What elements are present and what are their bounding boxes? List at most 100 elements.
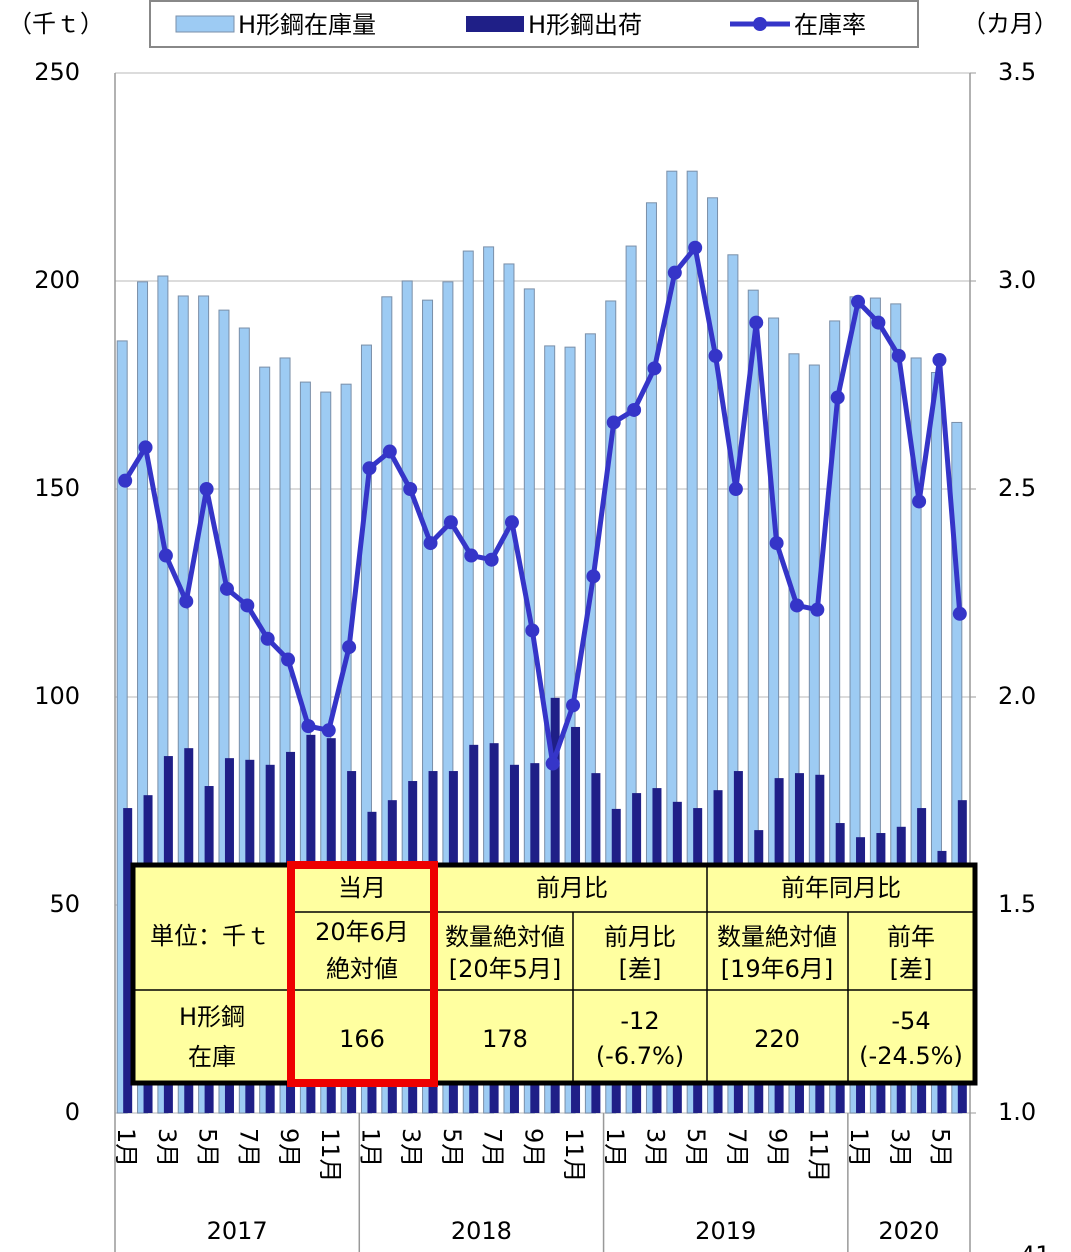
line-marker [912, 494, 927, 509]
bar [238, 327, 250, 1114]
bar [401, 280, 413, 1114]
group-label: 2019 [695, 1217, 756, 1245]
y-tick-label: 200 [34, 266, 80, 294]
y-tick-label: 250 [34, 58, 80, 86]
table-cell: 単位：千ｔ [150, 922, 270, 950]
table-cell: (-24.5%) [859, 1042, 963, 1070]
line-marker [952, 606, 967, 621]
table-cell: [19年6月] [721, 955, 834, 983]
line-marker [301, 719, 316, 734]
legend-swatch [466, 16, 524, 32]
bar [645, 202, 657, 1114]
table-cell: 166 [339, 1025, 385, 1053]
y-tick-label: 150 [34, 474, 80, 502]
x-tick-label: 1月 [601, 1128, 629, 1167]
table-cell: (-6.7%) [596, 1042, 684, 1070]
line-marker [118, 473, 133, 488]
x-tick-label: 11月 [316, 1128, 344, 1183]
line-marker [281, 652, 296, 667]
y2-tick-label: 3.5 [998, 58, 1036, 86]
legend-label: H形鋼在庫量 [238, 11, 376, 39]
table-cell: 178 [482, 1025, 528, 1053]
bar [768, 317, 780, 1114]
bar [422, 299, 434, 1114]
bar [360, 344, 372, 1114]
table-cell: [20年5月] [449, 955, 562, 983]
bar [890, 303, 902, 1114]
line-marker [851, 294, 866, 309]
line-marker [484, 552, 499, 567]
x-tick-label: 9月 [275, 1128, 303, 1167]
line-marker [321, 723, 336, 738]
y2-tick-label: 2.0 [998, 682, 1036, 710]
x-tick-label: 3月 [153, 1128, 181, 1167]
line-marker [789, 598, 804, 613]
x-tick-label: 7月 [723, 1128, 751, 1167]
line-marker [423, 536, 438, 551]
table-cell: 前月比 [536, 874, 608, 902]
line-marker [525, 623, 540, 638]
x-tick-label: 5月 [194, 1128, 222, 1167]
x-tick-label: 11月 [560, 1128, 588, 1183]
table-cell: 絶対値 [326, 955, 398, 983]
table-cell: 220 [754, 1025, 800, 1053]
line-marker [362, 461, 377, 476]
highlight-box [287, 861, 438, 1087]
bar [503, 263, 515, 1114]
group-label: 2018 [451, 1217, 512, 1245]
line-marker [179, 594, 194, 609]
table-cell: 前月比 [604, 923, 676, 951]
bar [808, 364, 820, 1114]
bar [707, 197, 719, 1114]
bar [625, 245, 637, 1114]
line-marker [566, 698, 581, 713]
x-tick-label: 3月 [886, 1128, 914, 1167]
table-cell: 20年6月 [315, 918, 409, 946]
bar [340, 383, 352, 1114]
y2-tick-label: 1.5 [998, 890, 1036, 918]
table-cell: 前年 [887, 923, 935, 951]
line-marker [932, 353, 947, 368]
bar [137, 281, 149, 1114]
table-cell: -54 [891, 1007, 930, 1035]
bar [381, 296, 393, 1114]
bar [584, 333, 596, 1114]
bar [788, 353, 800, 1114]
y2-unit: （カ月） [962, 10, 1058, 38]
table-cell: 前年同月比 [781, 874, 901, 902]
x-tick-label: 5月 [926, 1128, 954, 1167]
bar [157, 275, 169, 1114]
line-marker [219, 581, 234, 596]
line-marker [382, 444, 397, 459]
table-bg [130, 862, 978, 1086]
bar [951, 421, 963, 1114]
line-marker [647, 361, 662, 376]
x-tick-label: 3月 [397, 1128, 425, 1167]
y-tick-label: 0 [65, 1098, 80, 1126]
line-marker [728, 482, 743, 496]
bar [605, 300, 617, 1114]
bar [686, 170, 698, 1114]
table-cell: 数量絶対値 [717, 923, 837, 951]
bar [259, 366, 271, 1114]
y2-tick-label: 2.5 [998, 474, 1036, 502]
table-cell: 当月 [338, 874, 386, 902]
line-marker [627, 402, 642, 417]
bar [747, 289, 759, 1114]
bar [198, 295, 210, 1114]
y2-tick-label: 1.0 [998, 1098, 1036, 1126]
group-label: 2020 [878, 1217, 939, 1245]
line-marker [667, 265, 682, 280]
bar [483, 246, 495, 1114]
bar [910, 357, 922, 1114]
legend-swatch [175, 15, 235, 33]
line-marker [810, 602, 825, 617]
bar [123, 808, 133, 1113]
page-number: 41 [1020, 1241, 1051, 1252]
line-marker [871, 315, 886, 330]
bar [727, 254, 739, 1114]
x-tick-label: 1月 [112, 1128, 140, 1167]
table-cell: -12 [620, 1007, 659, 1035]
bar [829, 320, 841, 1114]
